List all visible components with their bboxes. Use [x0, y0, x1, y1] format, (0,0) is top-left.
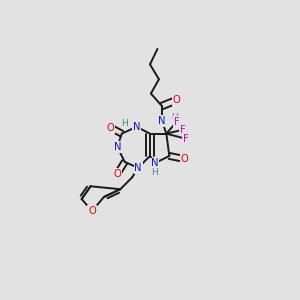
Text: H: H — [121, 119, 128, 128]
Text: N: N — [134, 163, 142, 173]
Text: N: N — [133, 122, 140, 132]
Text: O: O — [173, 95, 181, 105]
Text: O: O — [180, 154, 188, 164]
Text: H: H — [171, 113, 178, 122]
Text: O: O — [107, 123, 115, 133]
Text: N: N — [158, 116, 166, 126]
Text: O: O — [113, 169, 121, 179]
Text: F: F — [174, 117, 180, 127]
Text: H: H — [151, 168, 158, 177]
Text: N: N — [151, 158, 158, 168]
Text: F: F — [183, 134, 188, 144]
Text: F: F — [180, 125, 186, 135]
Text: O: O — [88, 206, 96, 216]
Text: N: N — [114, 142, 121, 152]
